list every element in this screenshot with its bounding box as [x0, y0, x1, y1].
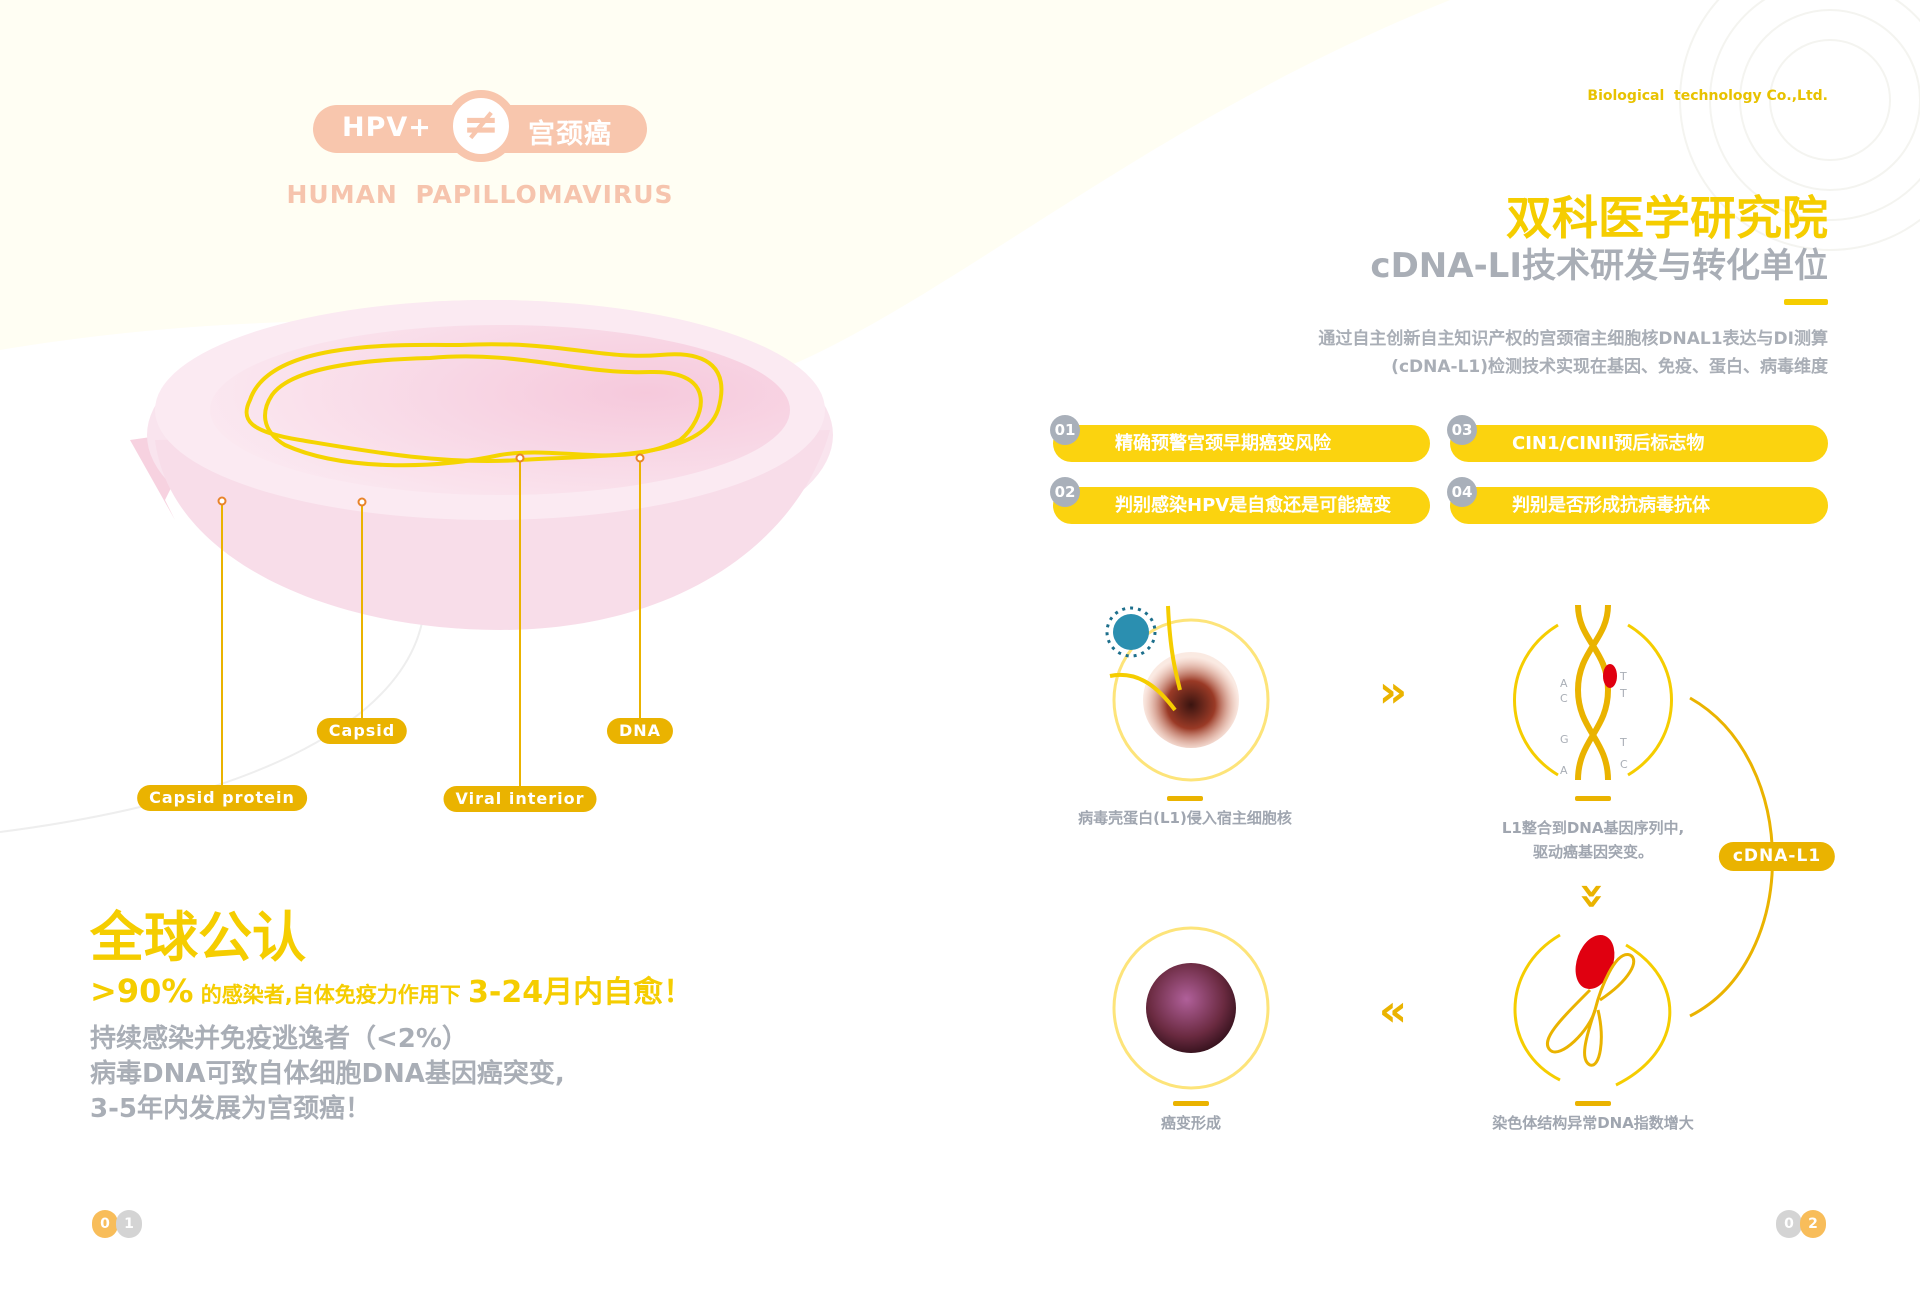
feature-number: 02: [1050, 477, 1080, 507]
caption-bar: [1575, 796, 1611, 801]
caption-bar: [1173, 1101, 1209, 1106]
feature-number: 01: [1050, 415, 1080, 445]
caption-bar: [1575, 1101, 1611, 1106]
stat-middle: 的感染者,自体免疫力作用下: [193, 983, 469, 1007]
marker-dot: [515, 453, 525, 463]
feature-03: CIN1/CINII预后标志物: [1450, 425, 1828, 462]
page-number-digit: 0: [1776, 1210, 1802, 1238]
cervical-cancer-label: 宫颈癌: [528, 119, 612, 150]
step-caption: 染色体结构异常DNA指数增大: [1492, 1114, 1694, 1132]
dna-base: A: [1560, 764, 1568, 777]
label-capsid-protein: Capsid protein: [137, 785, 307, 811]
step-caption: 病毒壳蛋白(L1)侵入宿主细胞核: [1078, 809, 1292, 827]
stat-highlight: 3-24月内自愈！: [468, 975, 694, 1010]
tumor-image: [1146, 963, 1236, 1053]
not-equal-icon: ≠: [445, 90, 517, 162]
stat-percent: >90%: [90, 972, 194, 1010]
dna-base: A: [1560, 677, 1568, 690]
warning-text: 持续感染并免疫逃逸者（<2%） 病毒DNA可致自体细胞DNA基因癌突变, 3-5…: [90, 1022, 565, 1127]
description-line: (cDNA-L1)检测技术实现在基因、免疫、蛋白、病毒维度: [1391, 357, 1828, 377]
description-line: 通过自主创新自主知识产权的宫颈宿主细胞核DNAL1表达与DI测算: [1318, 329, 1828, 349]
feature-04: 判别是否形成抗病毒抗体: [1450, 487, 1828, 524]
page-number-digit: 1: [116, 1210, 142, 1238]
institute-subtitle: cDNA-LI技术研发与转化单位: [1370, 246, 1828, 286]
arrow-right-icon: »: [1378, 666, 1408, 718]
dna-base: C: [1620, 758, 1628, 771]
feature-number: 03: [1447, 415, 1477, 445]
arrow-down-icon: »: [1567, 881, 1619, 911]
leader-line: [639, 458, 641, 720]
label-viral-interior: Viral interior: [443, 786, 597, 812]
label-dna: DNA: [606, 718, 674, 744]
step-caption-line: L1整合到DNA基因序列中,: [1501, 819, 1685, 837]
marker-dot: [635, 453, 645, 463]
step-caption: 癌变形成: [1160, 1114, 1222, 1132]
dna-base: C: [1560, 692, 1568, 705]
warning-line: 持续感染并免疫逃逸者（<2%）: [90, 1024, 468, 1054]
leader-line: [221, 501, 223, 785]
feature-number: 04: [1447, 477, 1477, 507]
virus-icon: [1105, 606, 1157, 658]
caption-bar: [1167, 796, 1203, 801]
company-name: Biological technology Co.,Ltd.: [1587, 88, 1828, 104]
divider-bar: [1784, 299, 1828, 305]
institute-title: 双科医学研究院: [1506, 191, 1828, 245]
page-number-digit: 2: [1800, 1210, 1826, 1238]
leader-line: [361, 502, 363, 720]
description: 通过自主创新自主知识产权的宫颈宿主细胞核DNAL1表达与DI测算 (cDNA-L…: [1318, 325, 1828, 381]
stat-line: >90% 的感染者,自体免疫力作用下 3-24月内自愈！: [90, 967, 693, 1011]
feature-01: 精确预警宫颈早期癌变风险: [1053, 425, 1430, 462]
headline: 全球公认: [90, 906, 306, 969]
cdna-l1-badge: cDNA-L1: [1718, 842, 1836, 871]
marker-dot: [217, 496, 227, 506]
page-number-digit: 0: [92, 1210, 118, 1238]
leader-line: [519, 458, 521, 786]
dna-base: T: [1620, 687, 1627, 700]
arrow-left-icon: «: [1378, 985, 1408, 1037]
dna-base: T: [1620, 670, 1627, 683]
warning-line: 病毒DNA可致自体细胞DNA基因癌突变,: [90, 1059, 565, 1089]
hpv-label: HPV+: [342, 112, 432, 143]
subtitle-en: HUMAN PAPILLOMAVIRUS: [286, 180, 674, 209]
step-caption: L1整合到DNA基因序列中, 驱动癌基因突变。: [1502, 816, 1684, 864]
marker-dot: [357, 497, 367, 507]
dna-base: T: [1620, 736, 1627, 749]
feature-02: 判别感染HPV是自愈还是可能癌变: [1053, 487, 1430, 524]
label-capsid: Capsid: [316, 718, 408, 744]
warning-line: 3-5年内发展为宫颈癌！: [90, 1094, 371, 1124]
dna-base: G: [1560, 733, 1569, 746]
step-caption-line: 驱动癌基因突变。: [1532, 843, 1653, 861]
